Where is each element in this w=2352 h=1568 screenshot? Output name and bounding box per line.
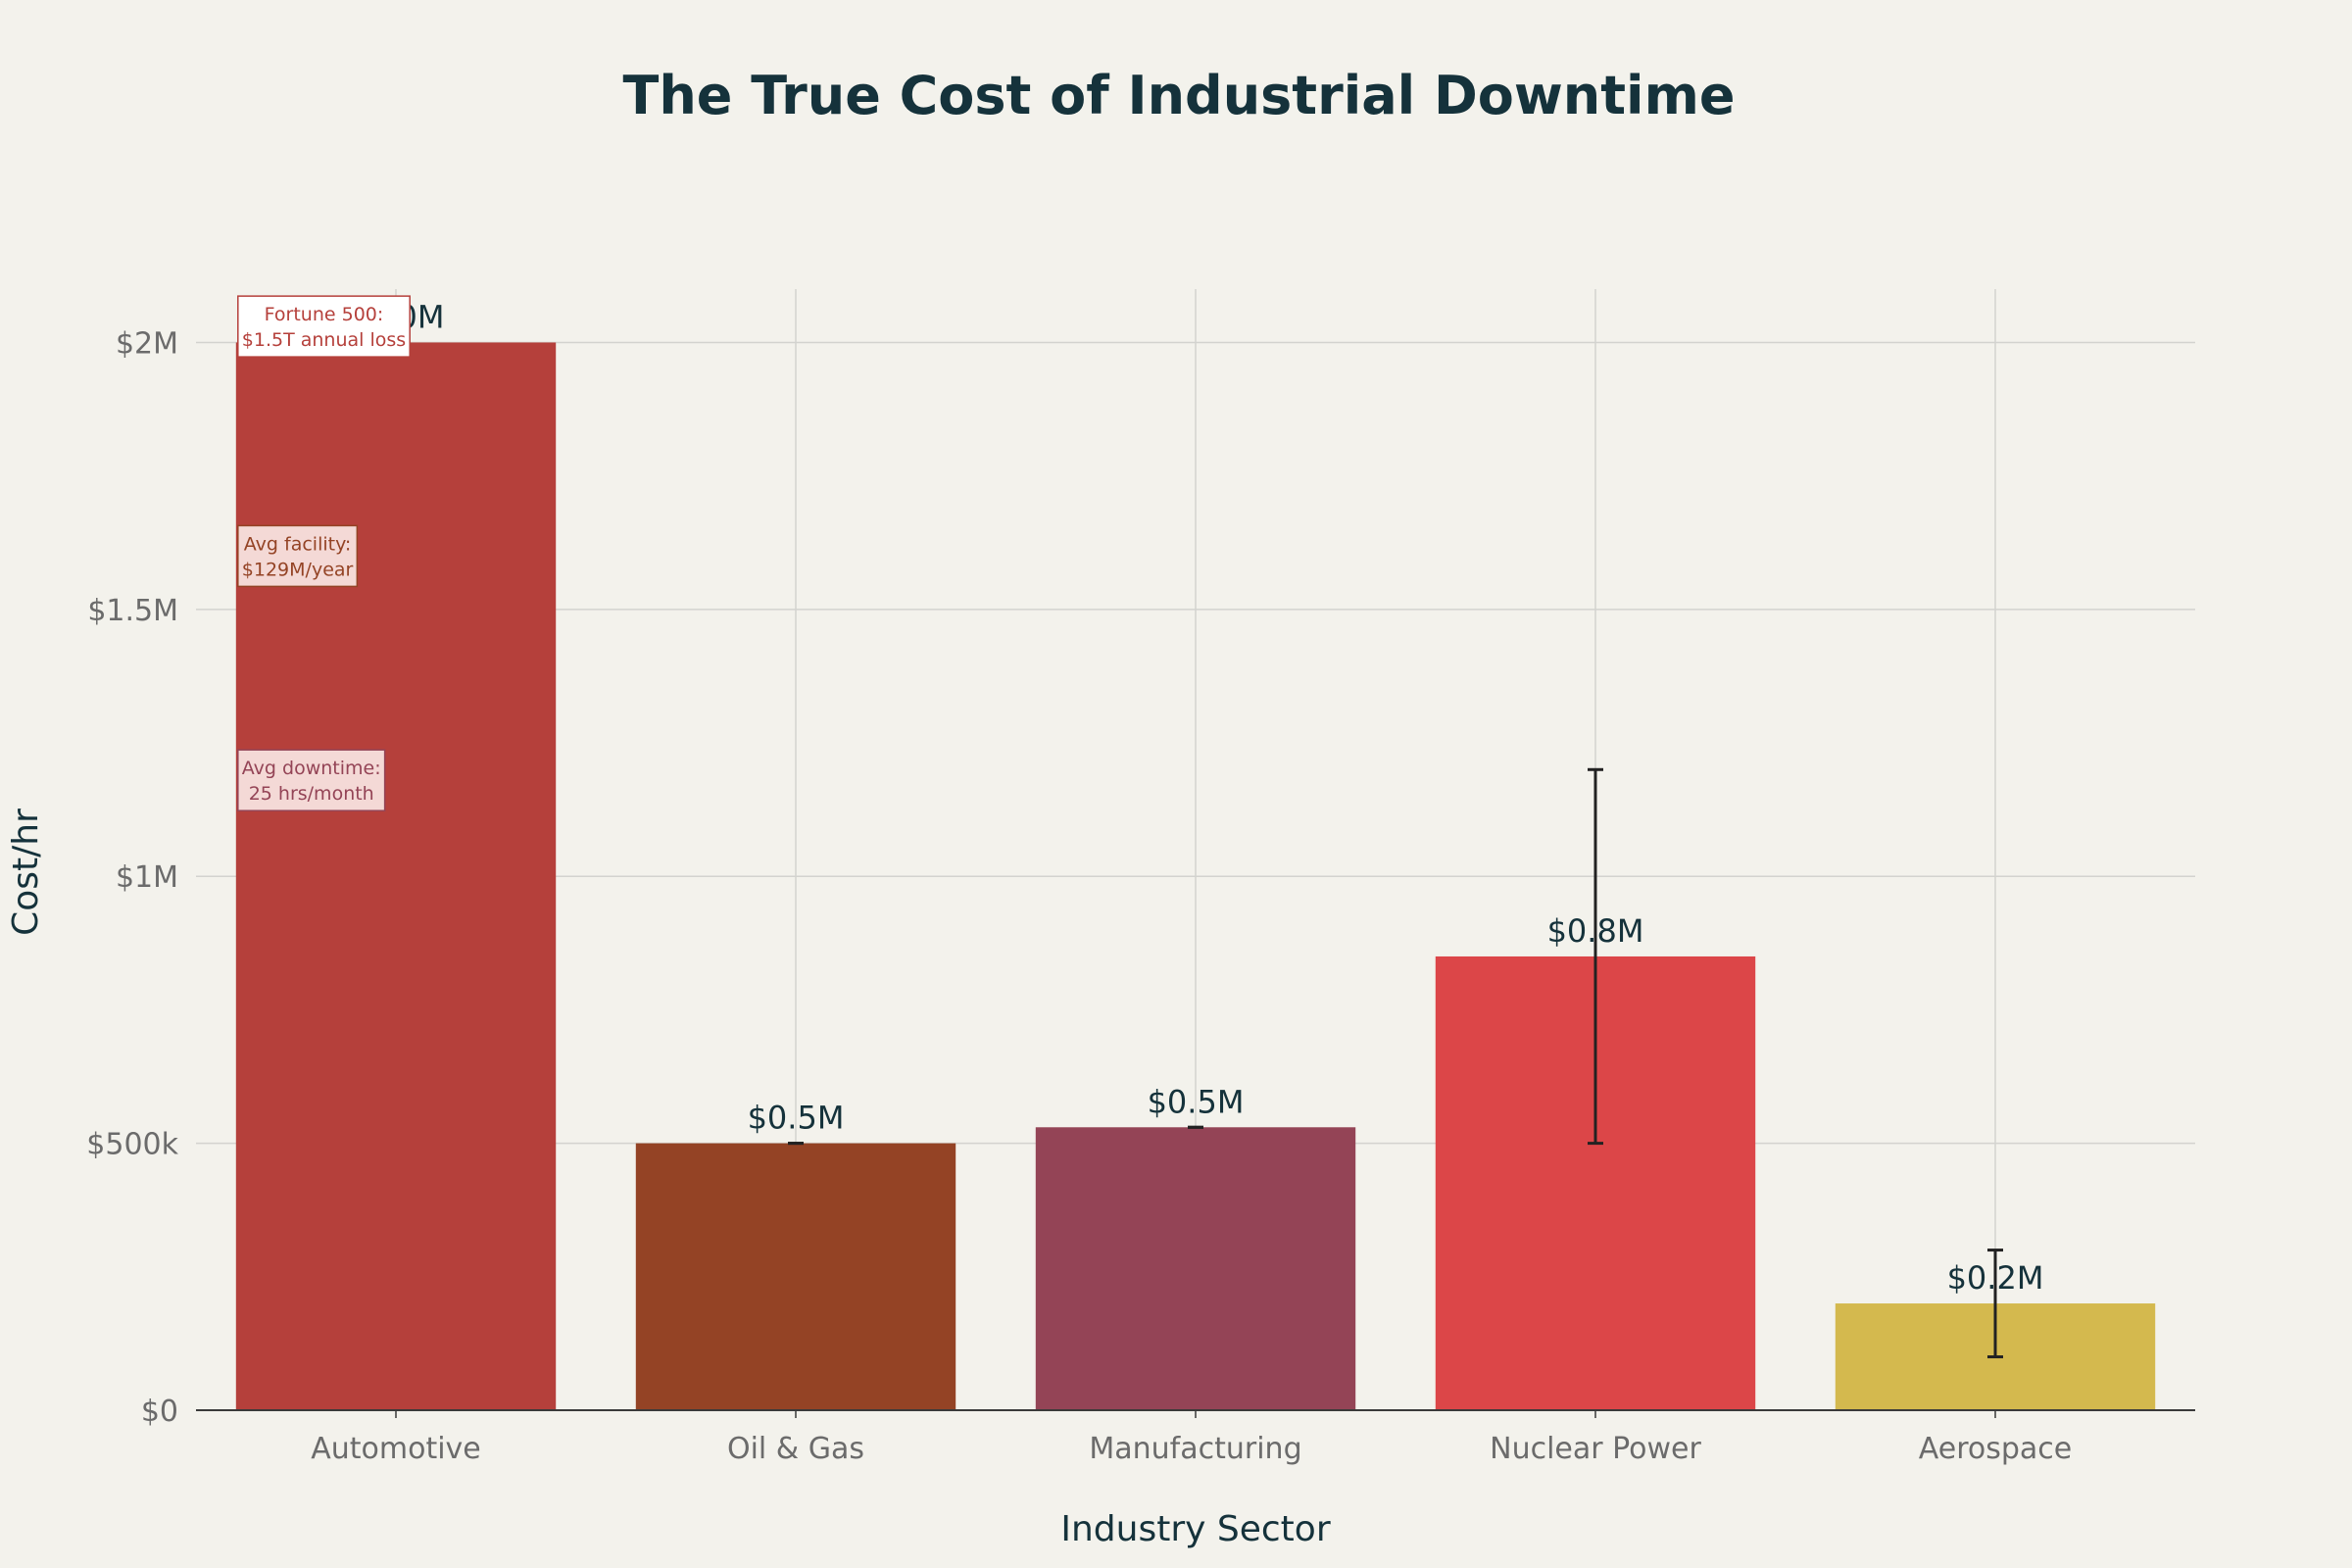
bar [635,1143,956,1410]
x-axis-title: Industry Sector [1060,1509,1330,1549]
data-label: $0.5M [1148,1083,1245,1120]
bar [1035,1127,1356,1410]
annotation-box: Fortune 500: $1.5T annual loss [237,295,411,358]
x-tick-label: Automotive [311,1432,481,1466]
x-tick-label: Aerospace [1919,1432,2073,1466]
bars [235,342,2156,1410]
y-axis-title: Cost/hr [6,808,46,936]
annotation-text: Fortune 500: [265,304,384,325]
error-bar [1588,767,1603,1146]
annotation-box: Avg downtime: 25 hrs/month [237,749,386,811]
annotation-text: Avg facility: [244,533,352,555]
y-tick-label: $0 [141,1395,178,1429]
annotation-background [237,524,359,588]
y-tick-label: $1.5M [87,594,178,628]
annotation-background [237,749,386,811]
annotations: Fortune 500: $1.5T annual loss Avg facilit… [237,295,411,811]
y-tick-label: $500k [86,1128,178,1162]
error-bar [1987,1249,2003,1359]
data-label: $0.8M [1547,912,1644,950]
bar [235,342,557,1410]
annotation-text: Avg downtime: [242,758,381,779]
x-tick-label: Manufacturing [1089,1432,1301,1466]
annotation-text: $129M/year [242,559,354,580]
y-tick-label: $1M [116,860,178,895]
annotation-box: Avg facility: $129M/year [237,524,359,588]
annotation-text: 25 hrs/month [249,783,374,805]
x-tick-label: Nuclear Power [1490,1432,1701,1466]
x-tick-label: Oil & Gas [727,1432,864,1466]
data-label: $0.5M [748,1100,845,1137]
axes: $0 $500k $1M $1.5M $2M Automotive Oil & Gas Man… [86,326,2195,1466]
y-tick-label: $2M [116,326,178,361]
annotation-background [237,295,411,358]
chart-title: The True Cost of Industrial Downtime [623,65,1736,126]
annotation-text: $1.5T annual loss [242,329,406,351]
data-label: $0.2M [1947,1259,2044,1297]
error-bars [788,767,2003,1359]
